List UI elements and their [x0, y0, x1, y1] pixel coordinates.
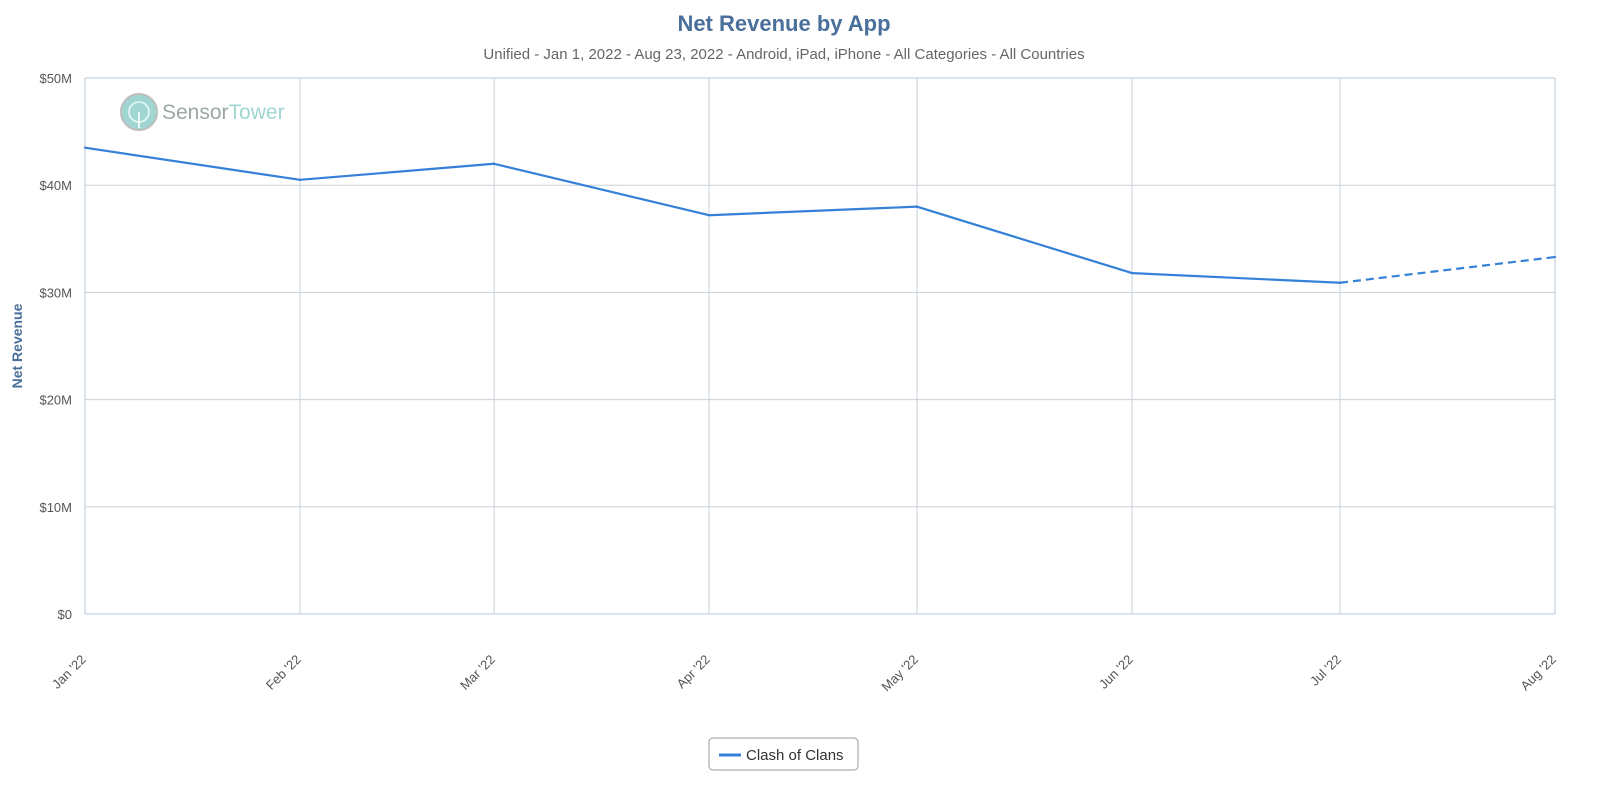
x-tick-label: May '22 [878, 652, 921, 695]
x-tick-label: Mar '22 [457, 652, 498, 693]
y-tick-label: $10M [39, 500, 72, 515]
legend-box [708, 737, 859, 771]
grid-lines [84, 77, 1556, 615]
data-point[interactable] [915, 205, 919, 208]
chart-title: Net Revenue by App [677, 11, 890, 36]
data-point[interactable] [1553, 255, 1557, 259]
legend[interactable]: Clash of Clans [708, 737, 859, 771]
x-tick-label: Aug '22 [1517, 652, 1558, 693]
y-tick-label: $20M [39, 393, 72, 408]
sensor-tower-logo-icon [120, 93, 158, 131]
y-tick-label: $30M [39, 285, 72, 300]
x-tick-label: Jul '22 [1307, 652, 1344, 689]
x-axis-ticks: Jan '22 Feb '22 Mar '22 Apr '22 May '22 Jun '… [49, 652, 1559, 695]
data-point[interactable] [493, 162, 496, 165]
data-point[interactable] [83, 146, 87, 149]
y-tick-label: $50M [39, 71, 72, 86]
legend-item-clash-of-clans[interactable]: Clash of Clans [746, 747, 844, 764]
x-tick-label: Feb '22 [263, 652, 304, 693]
x-tick-label: Jun '22 [1096, 652, 1136, 692]
series-lines [83, 146, 1557, 284]
data-point[interactable] [707, 214, 711, 217]
series-line-solid [84, 146, 1341, 284]
chart-subtitle: Unified - Jan 1, 2022 - Aug 23, 2022 - A… [483, 46, 1084, 63]
y-tick-label: $40M [39, 178, 72, 193]
data-point[interactable] [298, 178, 302, 181]
y-axis-ticks: $0 $10M $20M $30M $40M $50M [39, 71, 72, 622]
data-point[interactable] [1338, 281, 1342, 284]
x-tick-label: Apr '22 [673, 652, 712, 691]
x-tick-label: Jan '22 [49, 652, 89, 692]
sensor-tower-watermark: SensorTower [120, 93, 285, 131]
data-point[interactable] [1130, 272, 1134, 275]
watermark-text: SensorTower [162, 101, 285, 124]
y-axis-label: Net Revenue [9, 303, 25, 388]
y-tick-label: $0 [58, 607, 72, 622]
series-line-dashed [1339, 255, 1556, 284]
